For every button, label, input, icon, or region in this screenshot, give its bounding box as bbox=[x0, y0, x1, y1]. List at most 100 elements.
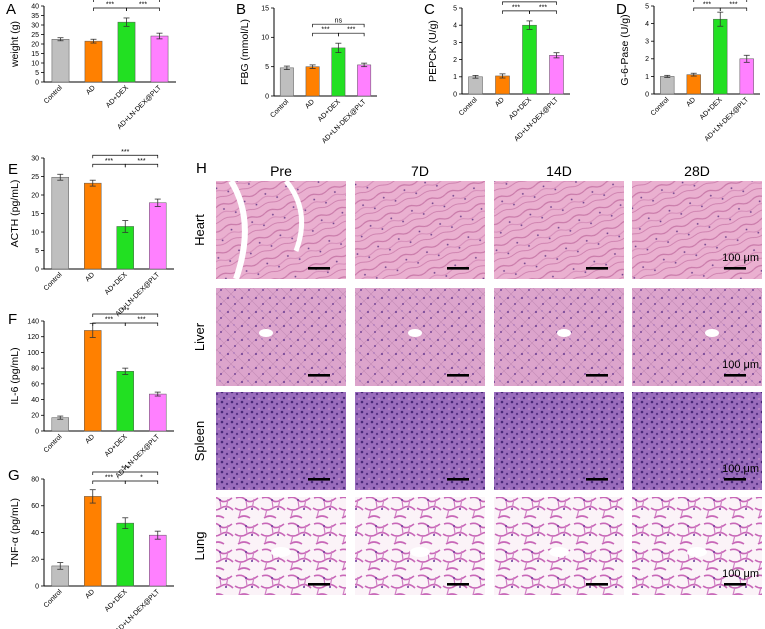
bar-ad bbox=[495, 75, 510, 95]
y-tick-label: 15 bbox=[31, 51, 39, 58]
y-tick-label: 20 bbox=[31, 413, 39, 420]
y-tick-label: 4 bbox=[453, 23, 457, 30]
tissue-gap bbox=[228, 179, 248, 280]
bar-control bbox=[660, 76, 675, 95]
y-tick-label: 30 bbox=[31, 155, 39, 162]
bar-control bbox=[468, 76, 483, 95]
micrograph-liver-2 bbox=[494, 288, 624, 386]
y-tick-label: 2 bbox=[453, 57, 457, 64]
y-tick-label: 5 bbox=[645, 3, 649, 10]
bar-ad-ln-dex-plt bbox=[549, 55, 564, 95]
y-tick-label: 15 bbox=[31, 211, 39, 218]
row-label: Lung bbox=[192, 532, 207, 561]
scale-bar bbox=[447, 478, 469, 481]
vessel-lumen bbox=[408, 329, 422, 337]
micrograph-heart-0 bbox=[216, 179, 346, 280]
bar-ad-dex bbox=[116, 371, 134, 432]
chart-panel-a: A 0 5 10 15 20 25 30 35 40 weight (g) Control AD AD+D… bbox=[6, 0, 176, 131]
alveolar-space bbox=[410, 547, 430, 557]
y-tick-label: 3 bbox=[645, 39, 649, 46]
significance-bracket bbox=[312, 23, 365, 28]
panel-letter: D bbox=[616, 1, 627, 18]
bar-ad bbox=[84, 182, 102, 270]
y-tick-label: 0 bbox=[35, 266, 39, 273]
category-label: AD+LN-DEX@PLT bbox=[321, 98, 368, 145]
category-label: AD+DEX bbox=[104, 271, 129, 296]
bar-ad-dex bbox=[331, 47, 346, 97]
tissue-gap bbox=[284, 179, 305, 252]
y-tick-label: 40 bbox=[31, 530, 39, 537]
y-tick-label: 60 bbox=[31, 381, 39, 388]
alveolar-space bbox=[687, 547, 707, 557]
bar-ad-ln-dex-plt bbox=[150, 35, 169, 83]
category-label: AD bbox=[84, 588, 96, 600]
significance-label: *** bbox=[137, 317, 145, 324]
scale-bar-label: 100 μm bbox=[722, 359, 759, 371]
alveolar-space bbox=[549, 547, 569, 557]
bar-ad bbox=[84, 496, 102, 587]
bar-ad-ln-dex-plt bbox=[357, 64, 372, 97]
scale-bar bbox=[447, 267, 469, 270]
y-tick-label: 5 bbox=[35, 70, 39, 77]
bar-ad-dex bbox=[116, 226, 134, 270]
micrograph-image bbox=[355, 181, 485, 279]
significance-label: *** bbox=[321, 27, 329, 34]
micrograph-spleen-0 bbox=[216, 392, 346, 490]
micrograph-image bbox=[216, 497, 346, 595]
column-header: 7D bbox=[411, 163, 429, 179]
category-label: Control bbox=[269, 98, 290, 119]
category-label: AD bbox=[494, 96, 506, 108]
alveolar-space bbox=[271, 547, 291, 557]
category-label: AD bbox=[84, 271, 96, 283]
y-tick-label: 120 bbox=[27, 334, 39, 341]
scale-bar bbox=[308, 478, 330, 481]
panel-letter: H bbox=[196, 160, 207, 177]
scale-bar-label: 100 μm bbox=[722, 568, 759, 580]
micrograph-lung-1 bbox=[355, 497, 485, 595]
panel-letter: B bbox=[236, 1, 246, 18]
scale-bar bbox=[724, 374, 746, 377]
bar-ad-dex bbox=[713, 18, 728, 95]
y-tick-label: 25 bbox=[31, 32, 39, 39]
micrograph-heart-2 bbox=[494, 181, 624, 279]
significance-bracket bbox=[92, 313, 159, 317]
scale-bar bbox=[308, 267, 330, 270]
y-tick-label: 10 bbox=[31, 229, 39, 236]
micrograph-image bbox=[355, 497, 485, 595]
micrograph-image bbox=[632, 497, 762, 595]
chart-panel-b: B 0 5 10 15 FBG (mmol/L) Control AD AD+DEXAD+LN-… bbox=[236, 1, 377, 145]
row-label: Liver bbox=[192, 322, 207, 351]
y-axis-label: IL-6 (pg/mL) bbox=[9, 347, 21, 404]
y-tick-label: 10 bbox=[31, 60, 39, 67]
category-label: AD+DEX bbox=[105, 84, 130, 109]
column-header: 14D bbox=[546, 163, 572, 179]
significance-bracket bbox=[92, 471, 159, 475]
bar-ad-ln-dex-plt bbox=[149, 534, 167, 587]
scale-bar-label: 100 μm bbox=[722, 463, 759, 475]
scale-bar bbox=[586, 374, 608, 377]
micrograph-image bbox=[494, 392, 624, 490]
significance-label: *** bbox=[703, 2, 711, 9]
significance-bracket bbox=[529, 10, 557, 14]
y-tick-label: 4 bbox=[645, 21, 649, 28]
bar-ad-dex bbox=[116, 522, 134, 587]
significance-label: *** bbox=[729, 2, 737, 9]
category-label: AD+DEX bbox=[104, 588, 129, 613]
significance-label: *** bbox=[539, 4, 547, 11]
column-header: Pre bbox=[270, 163, 292, 179]
category-label: Control bbox=[43, 84, 64, 105]
bar-ad bbox=[84, 40, 103, 83]
significance-label: *** bbox=[137, 158, 145, 165]
y-axis-label: ACTH (pg/mL) bbox=[9, 180, 21, 248]
scale-bar bbox=[586, 267, 608, 270]
y-tick-label: 20 bbox=[31, 557, 39, 564]
y-axis-label: G-6-Pase (U/g) bbox=[619, 14, 631, 85]
micrograph-image bbox=[494, 497, 624, 595]
y-tick-label: 5 bbox=[453, 5, 457, 12]
y-tick-label: 30 bbox=[31, 22, 39, 29]
y-tick-label: 35 bbox=[31, 13, 39, 20]
bar-ad-dex bbox=[522, 24, 537, 95]
